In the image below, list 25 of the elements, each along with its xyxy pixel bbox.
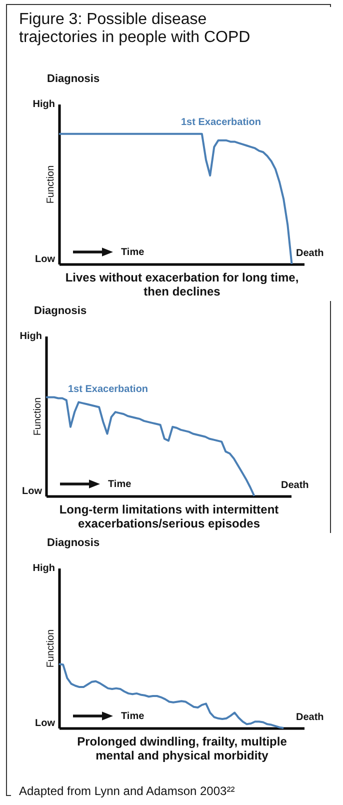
text: High — [32, 563, 55, 574]
text: High — [20, 331, 42, 342]
annotation: Death — [281, 480, 309, 491]
x-axis-title: Prolonged dwindling, frailty, multiple mental and physical morbidity — [77, 734, 288, 762]
text: 1st Exacerbation — [68, 384, 148, 395]
x-axis-title: Long-term limitations with intermittent exacerbations/serious episodes — [59, 502, 279, 530]
chart-title: Figure 3: Possible disease trajectories in people with COPD — [19, 11, 250, 46]
annotation: Death — [296, 248, 324, 259]
text: Diagnosis — [34, 305, 87, 317]
text: 1st Exacerbation — [180, 117, 262, 128]
text: Adapted from Lynn and Adamson 2003²² — [19, 784, 235, 798]
x-axis-title: Lives without exacerbation for long time, then declines — [65, 270, 299, 298]
text: Low — [35, 718, 56, 729]
text: Diagnosis — [47, 537, 100, 549]
text: High — [32, 99, 55, 110]
annotation: Time — [121, 247, 145, 258]
annotation: Time — [108, 479, 132, 490]
text: Low — [22, 486, 42, 497]
text: Low — [35, 254, 56, 265]
text: Diagnosis — [47, 73, 100, 85]
y-axis-title: Function — [46, 165, 56, 204]
annotation: Time — [121, 711, 145, 722]
annotation: Death — [296, 712, 324, 723]
y-axis-title: Function — [32, 397, 44, 436]
y-axis-title: Function — [46, 629, 56, 668]
